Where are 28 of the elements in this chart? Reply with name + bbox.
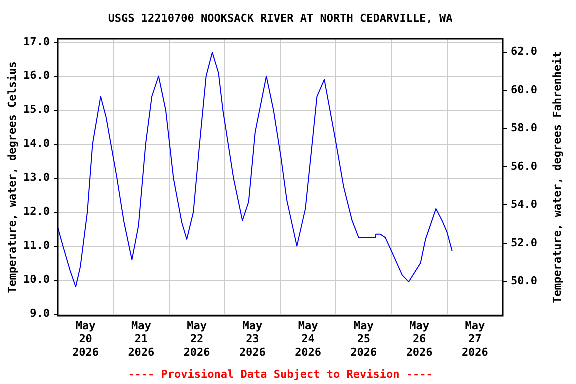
y2-tick-label: 54.0 xyxy=(511,198,538,212)
chart-title: USGS 12210700 NOOKSACK RIVER AT NORTH CEDARVILLE, WA xyxy=(108,12,454,25)
x-tick-label: May 22 2026 xyxy=(184,319,211,359)
y2-tick-label: 52.0 xyxy=(511,236,538,250)
y-tick-label: 13.0 xyxy=(24,171,50,184)
y2-axis-title: Temperature, water, degrees Fahrenheit xyxy=(550,52,564,304)
y-tick-label: 9.0 xyxy=(30,307,50,320)
x-tick-label: May 26 2026 xyxy=(406,319,434,359)
y-tick-label: 12.0 xyxy=(24,205,50,218)
y-tick-label: 11.0 xyxy=(24,239,50,252)
y-axis-title: Temperature, water, degrees Celsius xyxy=(6,62,19,294)
y2-tick-label: 62.0 xyxy=(511,45,538,58)
y-tick-label: 17.0 xyxy=(24,35,50,48)
x-tick-label: May 20 2026 xyxy=(72,319,100,359)
y-tick-label: 10.0 xyxy=(24,273,50,286)
x-tick-label: May 27 2026 xyxy=(462,319,489,359)
y2-tick-label: 58.0 xyxy=(511,122,538,135)
text: ---- Provisional Data Subject to Revision ---- xyxy=(128,368,433,381)
x-tick-label: May 25 2026 xyxy=(350,319,378,359)
y2-tick-label: 56.0 xyxy=(511,160,538,173)
y-tick-label: 14.0 xyxy=(24,137,50,150)
y2-tick-label: 60.0 xyxy=(511,83,538,96)
x-tick-label: May 23 2026 xyxy=(239,319,266,359)
y2-tick-label: 50.0 xyxy=(511,274,538,288)
x-tick-label: May 21 2026 xyxy=(128,319,156,359)
y-tick-label: 16.0 xyxy=(24,69,50,82)
y-tick-label: 15.0 xyxy=(24,103,50,116)
x-tick-label: May 24 2026 xyxy=(295,319,322,359)
